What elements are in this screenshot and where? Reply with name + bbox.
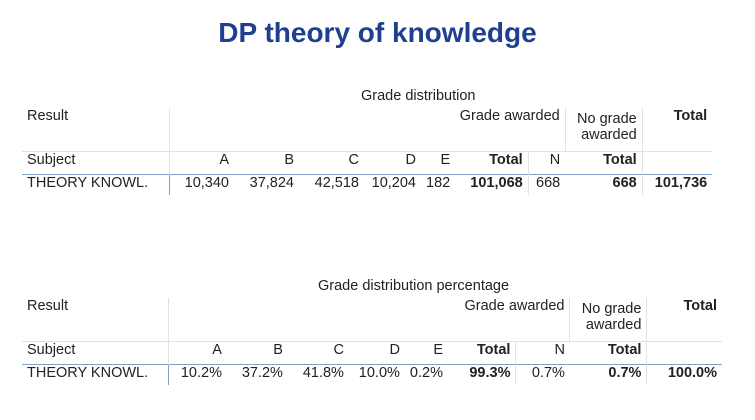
value-no-grade-total: 0.7% [569, 364, 648, 385]
value-e: 182 [421, 174, 456, 195]
column-header-a: A [169, 151, 234, 175]
grade-awarded-header: Grade awarded [169, 108, 566, 152]
overall-total-header: Total [673, 108, 708, 124]
value-n: 0.7% [515, 364, 570, 385]
grade-percentage-block: Grade distribution percentage Result Gra… [22, 278, 722, 403]
table-caption: Grade distribution percentage [318, 278, 510, 294]
subject-label: Subject [22, 151, 170, 175]
value-no-grade-total: 668 [565, 174, 643, 195]
subject-name: THEORY KNOWL. [22, 364, 170, 385]
column-header-no-grade-total: Total [569, 341, 648, 365]
grade-percentage-table: Result Grade awarded No grade awarded To… [22, 298, 722, 385]
value-d: 10.0% [348, 364, 405, 385]
value-e: 0.2% [404, 364, 448, 385]
grade-distribution-block: Grade distribution Result Grade awarded … [22, 88, 722, 213]
grade-awarded-header: Grade awarded [168, 298, 571, 342]
value-n: 668 [528, 174, 566, 195]
subject-name: THEORY KNOWL. [22, 174, 170, 195]
column-header-awarded-total: Total [455, 151, 529, 175]
value-overall-total: 100.0% [646, 364, 722, 385]
column-header-c: C [299, 151, 364, 175]
column-header-c: C [287, 341, 349, 365]
empty-cell [646, 341, 722, 365]
value-b: 37.2% [226, 364, 288, 385]
column-header-e: E [404, 341, 448, 365]
empty-cell [642, 151, 713, 175]
subject-label: Subject [22, 341, 170, 365]
column-header-b: B [226, 341, 288, 365]
column-header-n: N [528, 151, 566, 175]
result-label: Result [22, 108, 170, 152]
value-a: 10.2% [168, 364, 227, 385]
result-label: Result [22, 298, 170, 342]
table-row: THEORY KNOWL. 10,340 37,824 42,518 10,20… [22, 174, 713, 195]
overall-total-header: Total [683, 298, 717, 314]
column-header-d: D [348, 341, 405, 365]
column-header-n: N [515, 341, 570, 365]
column-header-d: D [364, 151, 421, 175]
column-header-awarded-total: Total [447, 341, 517, 365]
value-awarded-total: 101,068 [455, 174, 529, 195]
value-a: 10,340 [169, 174, 234, 195]
no-grade-awarded-header: No grade awarded [569, 298, 648, 342]
column-header-no-grade-total: Total [565, 151, 643, 175]
value-c: 41.8% [287, 364, 349, 385]
column-header-a: A [168, 341, 227, 365]
column-header-e: E [421, 151, 456, 175]
table-caption: Grade distribution [361, 88, 476, 104]
value-awarded-total: 99.3% [447, 364, 517, 385]
grade-distribution-table: Result Grade awarded No grade awarded To… [22, 108, 713, 195]
page-title: DP theory of knowledge [218, 17, 537, 48]
column-header-b: B [234, 151, 299, 175]
value-b: 37,824 [234, 174, 299, 195]
table-row: THEORY KNOWL. 10.2% 37.2% 41.8% 10.0% 0.… [22, 364, 722, 385]
no-grade-awarded-header: No grade awarded [565, 108, 643, 152]
value-c: 42,518 [299, 174, 364, 195]
value-overall-total: 101,736 [642, 174, 713, 195]
value-d: 10,204 [364, 174, 421, 195]
